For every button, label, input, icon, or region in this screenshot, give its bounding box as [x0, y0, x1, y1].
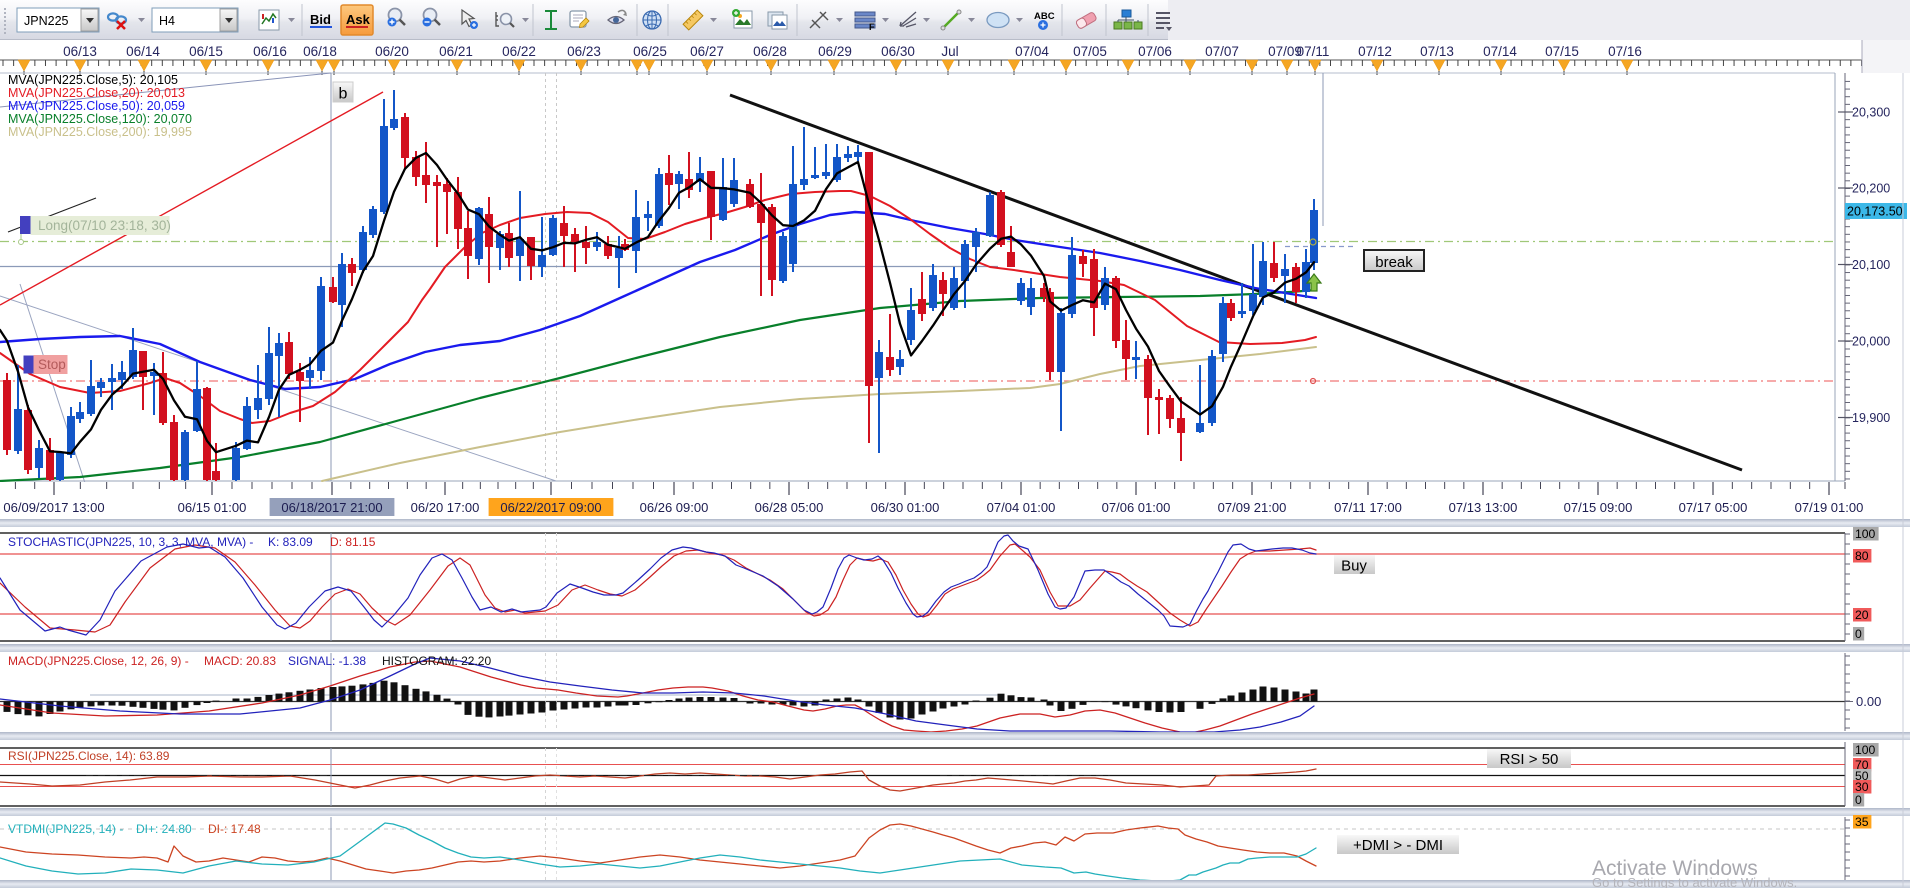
svg-text:06/30 01:00: 06/30 01:00: [871, 500, 940, 515]
svg-text:100: 100: [1855, 527, 1876, 541]
svg-text:Go to Settings to activate Win: Go to Settings to activate Windows.: [1592, 875, 1797, 888]
svg-text:MACD(JPN225.Close, 12, 26, 9): MACD(JPN225.Close, 12, 26, 9) -: [8, 654, 189, 668]
svg-text:VTDMI(JPN225, 14) -: VTDMI(JPN225, 14) -: [8, 822, 123, 836]
svg-text:Jul: Jul: [941, 44, 958, 59]
svg-text:Buy: Buy: [1341, 558, 1367, 575]
svg-text:H4: H4: [159, 14, 175, 28]
svg-text:07/15: 07/15: [1545, 44, 1579, 59]
svg-text:06/27: 06/27: [690, 44, 724, 59]
svg-text:20,000: 20,000: [1852, 335, 1890, 349]
svg-text:20: 20: [1855, 608, 1869, 622]
svg-text:35: 35: [1855, 815, 1869, 829]
svg-text:MACD: 20.83: MACD: 20.83: [204, 654, 276, 668]
svg-text:50: 50: [1855, 769, 1869, 783]
svg-text:20,173.50: 20,173.50: [1847, 205, 1903, 219]
svg-text:D: 81.15: D: 81.15: [330, 535, 376, 549]
svg-text:06/26 09:00: 06/26 09:00: [640, 500, 709, 515]
svg-text:06/28: 06/28: [753, 44, 787, 59]
svg-text:break: break: [1375, 254, 1413, 271]
svg-text:07/14: 07/14: [1483, 44, 1517, 59]
svg-text:0: 0: [1855, 627, 1862, 641]
svg-text:07/15 09:00: 07/15 09:00: [1564, 500, 1633, 515]
svg-text:STOCHASTIC(JPN225, 10, 3, 3, M: STOCHASTIC(JPN225, 10, 3, 3, MVA, MVA) -: [8, 535, 253, 549]
svg-text:06/15 01:00: 06/15 01:00: [178, 500, 247, 515]
svg-text:19,900: 19,900: [1852, 411, 1890, 425]
svg-text:07/11: 07/11: [1297, 44, 1330, 59]
svg-text:06/13: 06/13: [63, 44, 97, 59]
svg-text:20,300: 20,300: [1852, 106, 1890, 120]
svg-text:06/09/2017 13:00: 06/09/2017 13:00: [3, 500, 104, 515]
svg-text:Stop: Stop: [38, 357, 66, 372]
svg-text:06/29: 06/29: [818, 44, 852, 59]
svg-text:06/20: 06/20: [375, 44, 409, 59]
svg-text:K: 83.09: K: 83.09: [268, 535, 313, 549]
svg-text:100: 100: [1855, 743, 1876, 757]
svg-text:Activate Windows: Activate Windows: [1592, 857, 1758, 880]
svg-text:Ask: Ask: [346, 12, 371, 27]
svg-text:06/25: 06/25: [633, 44, 667, 59]
svg-text:06/21: 06/21: [439, 44, 473, 59]
svg-text:07/19 01:00: 07/19 01:00: [1795, 500, 1864, 515]
svg-text:06/22: 06/22: [502, 44, 536, 59]
svg-text:MVA(JPN225.Close,50): 20,059: MVA(JPN225.Close,50): 20,059: [8, 99, 185, 113]
svg-text:JPN225: JPN225: [24, 14, 69, 28]
svg-text:20,200: 20,200: [1852, 182, 1890, 196]
svg-text:MVA(JPN225.Close,5): 20,105: MVA(JPN225.Close,5): 20,105: [8, 73, 178, 87]
svg-text:MVA(JPN225.Close,200): 19,995: MVA(JPN225.Close,200): 19,995: [8, 125, 192, 139]
svg-text:07/05: 07/05: [1073, 44, 1107, 59]
svg-text:07/13: 07/13: [1420, 44, 1454, 59]
svg-text:07/06 01:00: 07/06 01:00: [1102, 500, 1171, 515]
svg-text:06/15: 06/15: [189, 44, 223, 59]
svg-text:06/20 17:00: 06/20 17:00: [411, 500, 480, 515]
svg-text:06/30: 06/30: [881, 44, 915, 59]
svg-text:07/13 13:00: 07/13 13:00: [1449, 500, 1518, 515]
svg-text:07/07: 07/07: [1205, 44, 1239, 59]
svg-text:07/17 05:00: 07/17 05:00: [1679, 500, 1748, 515]
svg-text:07/11 17:00: 07/11 17:00: [1334, 500, 1402, 515]
svg-text:MVA(JPN225.Close,20): 20,013: MVA(JPN225.Close,20): 20,013: [8, 86, 185, 100]
svg-text:b: b: [339, 86, 348, 103]
svg-text:Bid: Bid: [310, 12, 331, 27]
svg-text:06/28 05:00: 06/28 05:00: [755, 500, 824, 515]
svg-text:MVA(JPN225.Close,120): 20,070: MVA(JPN225.Close,120): 20,070: [8, 112, 192, 126]
svg-text:0: 0: [1855, 793, 1862, 807]
svg-text:06/23: 06/23: [567, 44, 601, 59]
svg-text:07/04: 07/04: [1015, 44, 1049, 59]
svg-text:07/06: 07/06: [1138, 44, 1172, 59]
svg-text:DI+: 24.80: DI+: 24.80: [136, 822, 192, 836]
svg-text:06/18/2017 21:00: 06/18/2017 21:00: [281, 500, 382, 515]
svg-text:ABC: ABC: [1034, 11, 1055, 22]
svg-text:06/18: 06/18: [303, 44, 337, 59]
svg-text:70: 70: [1855, 758, 1869, 772]
svg-text:06/14: 06/14: [126, 44, 160, 59]
svg-text:RSI > 50: RSI > 50: [1500, 751, 1559, 768]
svg-text:SIGNAL: -1.38: SIGNAL: -1.38: [288, 654, 366, 668]
svg-text:80: 80: [1855, 549, 1869, 563]
svg-text:F: F: [869, 22, 875, 32]
svg-text:Long(07/10 23:18, 30): Long(07/10 23:18, 30): [38, 218, 171, 233]
svg-text:DI-: 17.48: DI-: 17.48: [208, 822, 261, 836]
svg-text:07/16: 07/16: [1608, 44, 1642, 59]
svg-text:30: 30: [1855, 780, 1869, 794]
svg-text:07/12: 07/12: [1358, 44, 1392, 59]
svg-text:RSI(JPN225.Close, 14): 63.89: RSI(JPN225.Close, 14): 63.89: [8, 749, 170, 763]
svg-text:20,100: 20,100: [1852, 258, 1890, 272]
svg-text:HISTOGRAM: 22.20: HISTOGRAM: 22.20: [382, 654, 491, 668]
svg-text:06/16: 06/16: [253, 44, 287, 59]
svg-text:+DMI > - DMI: +DMI > - DMI: [1353, 837, 1443, 854]
svg-text:0.00: 0.00: [1856, 694, 1881, 709]
svg-text:07/09: 07/09: [1268, 44, 1302, 59]
svg-text:07/04 01:00: 07/04 01:00: [987, 500, 1056, 515]
svg-text:07/09 21:00: 07/09 21:00: [1218, 500, 1287, 515]
svg-text:06/22/2017 09:00: 06/22/2017 09:00: [500, 500, 601, 515]
